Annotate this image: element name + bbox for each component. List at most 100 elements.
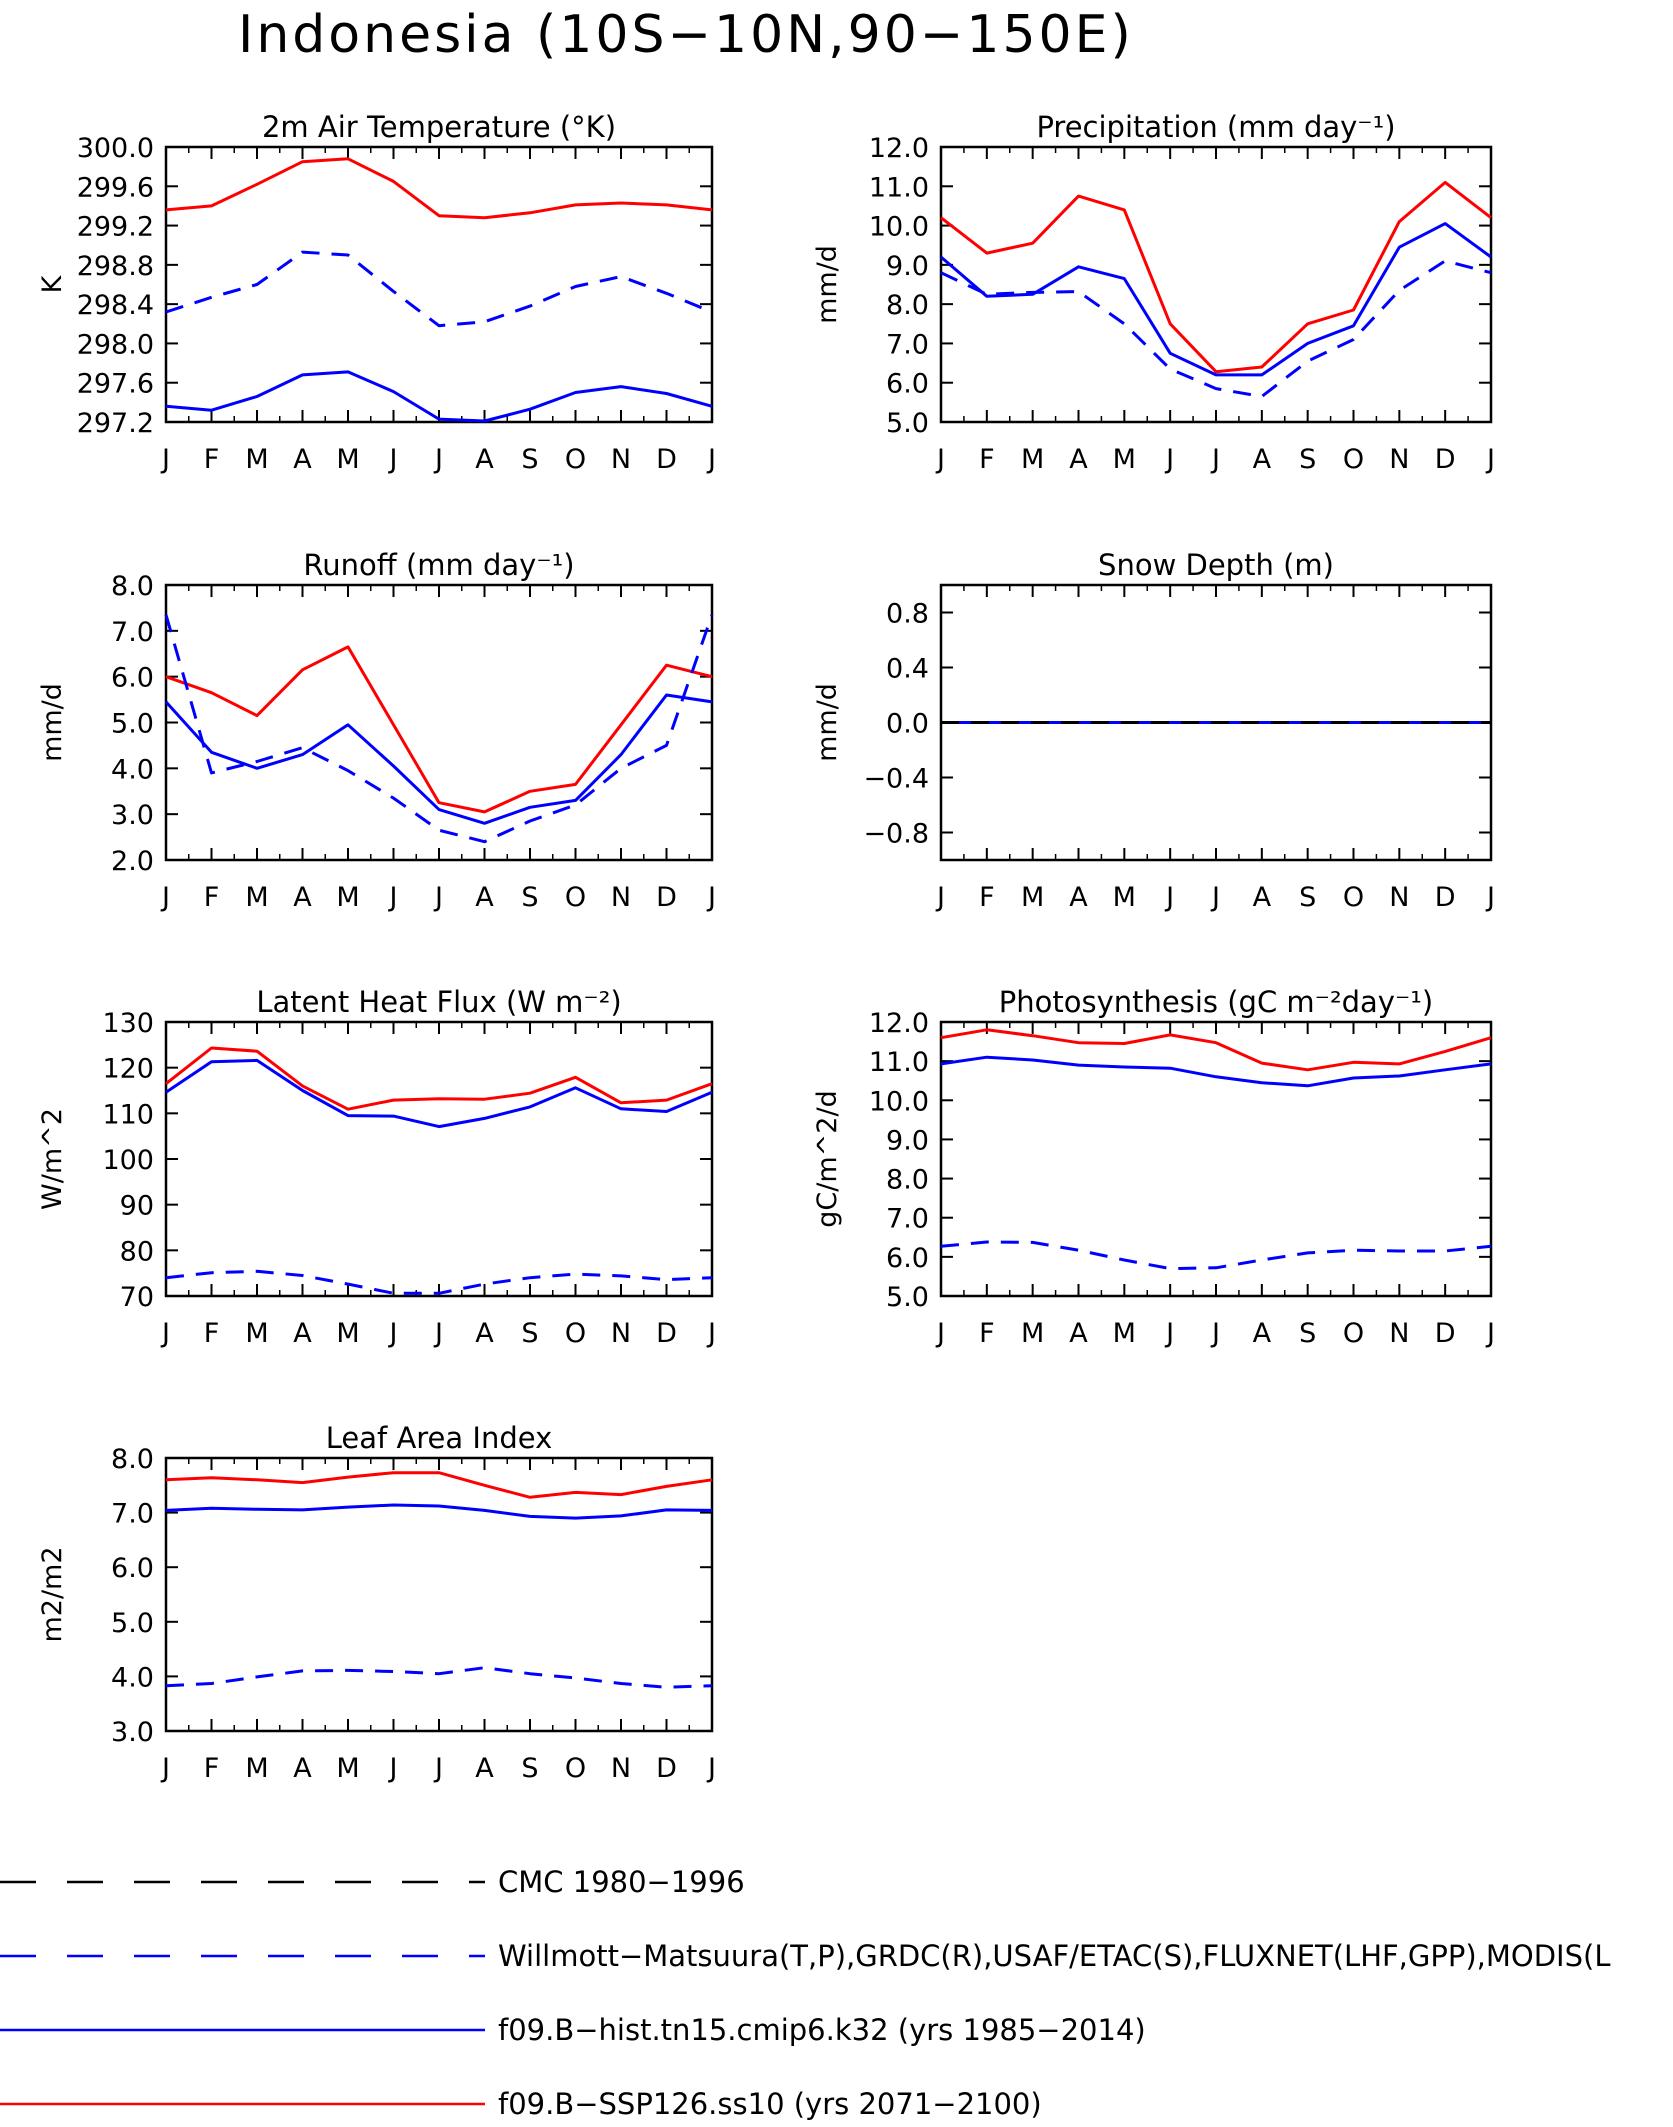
x-tick-label: J xyxy=(1485,444,1495,475)
x-tick-label: J xyxy=(1164,444,1174,475)
x-tick-label: M xyxy=(1021,444,1044,475)
legend-label-2: Willmott−Matsuura(T,P),GRDC(R),USAF/ETAC… xyxy=(498,1939,1611,1973)
series-line-3 xyxy=(165,250,713,328)
x-tick-label: D xyxy=(656,1318,677,1349)
x-tick-label: F xyxy=(204,882,220,913)
y-tick-label: 7.0 xyxy=(886,329,929,360)
x-tick-label: J xyxy=(1485,1318,1495,1349)
x-tick-label: J xyxy=(433,1753,443,1784)
series-line-1 xyxy=(940,1028,1492,1072)
y-axis-label: gC/m^2/d xyxy=(812,1090,843,1227)
legend-label-4: f09.B−SSP126.ss10 (yrs 2071−2100) xyxy=(498,2087,1042,2121)
x-tick-label: F xyxy=(204,444,220,475)
chart-panel-2: Precipitation (mm day⁻¹)J F M A M J J A S O N D J5.0… xyxy=(812,110,1495,475)
x-tick-label: J xyxy=(1210,882,1220,913)
series-line-3 xyxy=(940,259,1492,398)
panel-title: Photosynthesis (gC m⁻²day⁻¹) xyxy=(999,985,1433,1019)
x-tick-label: J xyxy=(935,882,945,913)
panel-title: Leaf Area Index xyxy=(326,1421,552,1455)
y-tick-label: −0.8 xyxy=(863,819,929,850)
x-tick-label: J xyxy=(160,1753,170,1784)
x-tick-label: M xyxy=(1021,882,1044,913)
x-tick-label: M xyxy=(1021,1318,1044,1349)
y-tick-label: 80 xyxy=(120,1236,154,1267)
panel-title: Snow Depth (m) xyxy=(1098,548,1334,582)
x-tick-label: J xyxy=(433,1318,443,1349)
panel-title: Precipitation (mm day⁻¹) xyxy=(1036,110,1395,144)
plot-frame xyxy=(164,1456,714,1733)
y-tick-label: 3.0 xyxy=(111,1717,154,1748)
x-tick-label: D xyxy=(1435,1318,1456,1349)
x-tick-label: S xyxy=(521,882,538,913)
y-axis-label: mm/d xyxy=(812,245,843,324)
series-line-2 xyxy=(164,693,713,825)
y-tick-label: 6.0 xyxy=(886,369,929,400)
y-tick-label: 9.0 xyxy=(886,251,929,282)
y-tick-label: 0.8 xyxy=(886,599,929,630)
y-tick-label: 12.0 xyxy=(869,133,929,164)
series-line-1 xyxy=(165,1471,713,1499)
x-tick-label: J xyxy=(1164,1318,1174,1349)
x-tick-label: N xyxy=(611,882,631,913)
plot-frame xyxy=(939,1020,1493,1298)
x-tick-label: M xyxy=(336,444,359,475)
chart-panel-6: Photosynthesis (gC m⁻²day⁻¹)J F M A M J J A S O N D… xyxy=(812,985,1495,1349)
series-line-1 xyxy=(165,1046,713,1111)
y-tick-label: 10.0 xyxy=(869,212,929,243)
x-tick-label: N xyxy=(1389,1318,1409,1349)
x-tick-label: A xyxy=(1069,1318,1088,1349)
x-tick-label: A xyxy=(293,882,312,913)
x-tick-label: A xyxy=(1253,1318,1272,1349)
chart-panel-3: Runoff (mm day⁻¹)J F M A M J J A S O N D J2.03.04.05… xyxy=(37,548,716,913)
x-tick-label: F xyxy=(979,882,995,913)
x-tick-label: S xyxy=(521,1753,538,1784)
chart-panel-1: 2m Air Temperature (°K)J F M A M J J A S O N D J297.… xyxy=(37,110,716,475)
x-tick-label: M xyxy=(1113,882,1136,913)
x-tick-label: S xyxy=(1299,444,1316,475)
y-tick-label: 4.0 xyxy=(111,754,154,785)
legend-label-3: f09.B−hist.tn15.cmip6.k32 (yrs 1985−2014… xyxy=(498,2013,1146,2047)
x-tick-label: J xyxy=(1164,882,1174,913)
x-tick-label: A xyxy=(475,444,494,475)
x-tick-label: M xyxy=(336,1753,359,1784)
x-tick-label: F xyxy=(979,444,995,475)
x-tick-label: D xyxy=(1435,882,1456,913)
x-tick-label: A xyxy=(293,444,312,475)
series-line-2 xyxy=(165,370,713,423)
y-tick-label: 3.0 xyxy=(111,800,154,831)
y-tick-label: 298.8 xyxy=(77,251,154,282)
y-tick-label: 297.6 xyxy=(77,369,154,400)
x-tick-label: N xyxy=(611,1318,631,1349)
x-tick-label: A xyxy=(293,1318,312,1349)
x-tick-label: N xyxy=(1389,444,1409,475)
panel-title: 2m Air Temperature (°K) xyxy=(262,110,616,144)
y-tick-label: 90 xyxy=(120,1191,154,1222)
chart-panel-4: Snow Depth (m)J F M A M J J A S O N D J−0.8−0.40.00.… xyxy=(812,548,1495,913)
y-axis-label: mm/d xyxy=(37,683,68,762)
y-tick-label: 5.0 xyxy=(886,408,929,439)
y-axis-label: K xyxy=(37,274,68,293)
x-tick-label: D xyxy=(1435,444,1456,475)
x-tick-label: J xyxy=(935,1318,945,1349)
series-line-1 xyxy=(165,645,713,814)
panel-title: Latent Heat Flux (W m⁻²) xyxy=(256,985,621,1019)
series-line-3 xyxy=(940,1240,1492,1271)
y-tick-label: 110 xyxy=(102,1099,154,1130)
x-tick-label: O xyxy=(1343,444,1364,475)
y-axis-label: W/m^2 xyxy=(37,1108,68,1210)
x-tick-label: A xyxy=(1253,444,1272,475)
panel-title: Runoff (mm day⁻¹) xyxy=(303,548,574,582)
y-tick-label: 10.0 xyxy=(869,1086,929,1117)
x-tick-label: J xyxy=(706,444,716,475)
x-tick-label: J xyxy=(706,1318,716,1349)
x-tick-label: A xyxy=(293,1753,312,1784)
series-line-2 xyxy=(165,1503,713,1520)
x-tick-label: O xyxy=(565,444,586,475)
x-tick-label: D xyxy=(656,882,677,913)
y-tick-label: 8.0 xyxy=(111,571,154,602)
x-tick-label: J xyxy=(706,1753,716,1784)
x-tick-label: J xyxy=(160,882,170,913)
x-tick-label: M xyxy=(245,444,268,475)
x-tick-label: F xyxy=(204,1753,220,1784)
series-line-3 xyxy=(164,614,714,844)
